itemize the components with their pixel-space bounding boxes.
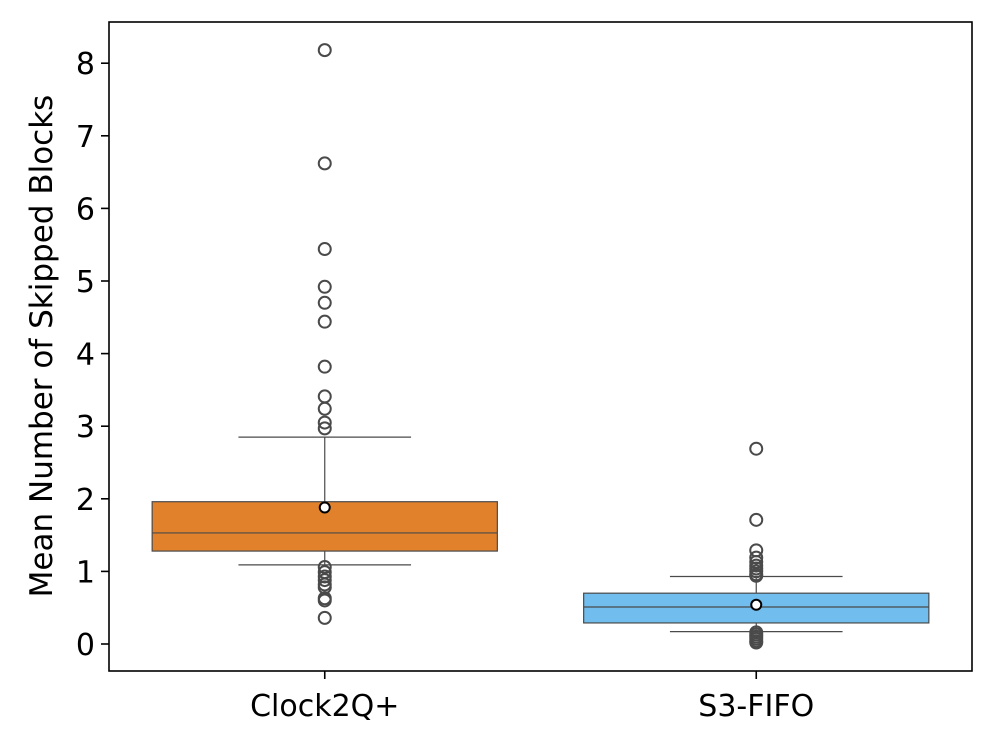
outlier-point xyxy=(749,568,764,583)
plot-area xyxy=(109,22,972,671)
outlier-point xyxy=(749,512,764,527)
y-tick-label: 2 xyxy=(76,483,95,518)
outlier-point xyxy=(749,635,764,650)
y-tick-label: 1 xyxy=(76,555,95,590)
mean-marker xyxy=(318,501,331,514)
y-tick-label: 3 xyxy=(76,410,95,445)
outlier-point xyxy=(317,156,332,171)
outlier-point xyxy=(317,314,332,329)
outlier-point xyxy=(317,573,332,588)
mean-marker xyxy=(750,598,763,611)
x-tick-label: Clock2Q+ xyxy=(250,689,399,724)
x-axis: Clock2Q+ S3-FIFO xyxy=(250,671,814,724)
plot-frame xyxy=(108,21,973,672)
outlier-point xyxy=(317,359,332,374)
outlier-point xyxy=(317,279,332,294)
y-tick-label: 0 xyxy=(76,628,95,663)
y-tick-label: 8 xyxy=(76,47,95,82)
y-tick-label: 6 xyxy=(76,192,95,227)
outlier-point xyxy=(317,569,332,584)
y-tick-label: 4 xyxy=(76,338,95,373)
outlier-point xyxy=(317,401,332,416)
y-axis-title: Mean Number of Skipped Blocks xyxy=(24,95,60,598)
y-axis: 0 1 2 3 4 5 6 7 8 xyxy=(76,47,109,663)
outlier-point xyxy=(317,580,332,595)
outlier-point xyxy=(317,295,332,310)
y-tick-label: 5 xyxy=(76,265,95,300)
outlier-point xyxy=(749,441,764,456)
x-tick-label: S3-FIFO xyxy=(698,689,814,724)
boxes-layer xyxy=(151,43,930,650)
outlier-point xyxy=(749,550,764,565)
y-tick-label: 7 xyxy=(76,120,95,155)
outlier-point xyxy=(317,415,332,430)
outlier-point xyxy=(317,610,332,625)
outlier-point xyxy=(317,242,332,257)
outlier-point xyxy=(317,421,332,436)
box-group-clock2q- xyxy=(151,43,498,625)
box-group-s3-fifo xyxy=(583,441,930,650)
outlier-point xyxy=(317,43,332,58)
outlier-point xyxy=(317,593,332,608)
outlier-point xyxy=(317,560,332,575)
